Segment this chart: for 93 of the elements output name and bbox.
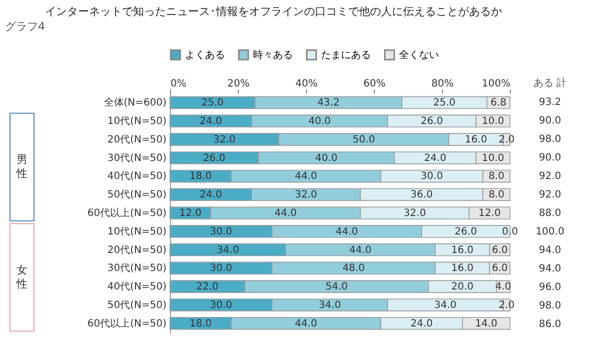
data-label: 16.0 xyxy=(464,134,488,146)
y-tick-label: 60代以上(N=50) xyxy=(87,207,167,219)
text: 男性 xyxy=(16,153,28,180)
data-label: 12.0 xyxy=(478,208,501,219)
y-tick-label: 60代以上(N=50) xyxy=(87,317,167,330)
data-label: 44.0 xyxy=(349,244,372,256)
text: 94.0 xyxy=(538,263,562,274)
text: 92.0 xyxy=(538,190,562,201)
data-label: 26.0 xyxy=(420,116,443,128)
legend-label: たまにある xyxy=(321,50,371,61)
data-label: 18.0 xyxy=(189,318,212,330)
x-tick-label: 80% xyxy=(431,78,454,90)
text: 98.0 xyxy=(538,300,562,312)
data-label: 34.0 xyxy=(434,300,457,311)
data-label: 48.0 xyxy=(342,263,365,274)
chart-title: インターネットで知ったニュース･情報をオフラインの口コミで他の人に伝えることがあるか xyxy=(45,5,502,18)
data-label: 24.0 xyxy=(200,190,222,201)
data-label: 30.0 xyxy=(210,226,232,238)
x-tick-label: 0% xyxy=(170,78,186,90)
y-tick-label: 30代(N=50) xyxy=(107,152,167,164)
text: ある 計 xyxy=(533,77,567,89)
data-label: 16.0 xyxy=(451,244,474,256)
data-label: 10.0 xyxy=(482,116,504,128)
data-label: 8.0 xyxy=(488,171,504,182)
data-label: 54.0 xyxy=(325,282,348,293)
x-tick-label: 20% xyxy=(227,78,250,90)
data-label: 22.0 xyxy=(196,282,219,293)
x-tick-label: 40% xyxy=(295,78,318,90)
data-label: 32.0 xyxy=(294,190,318,201)
data-label: 6.0 xyxy=(492,244,508,256)
data-label: 30.0 xyxy=(210,300,232,311)
text: 93.2 xyxy=(538,97,562,108)
text: 90.0 xyxy=(538,152,562,164)
legend-label: よくある xyxy=(185,50,225,61)
data-label: 44.0 xyxy=(294,171,318,182)
text: 86.0 xyxy=(538,318,562,330)
data-label: 36.0 xyxy=(410,190,433,201)
text: 96.0 xyxy=(538,282,562,293)
text: 92.0 xyxy=(538,171,562,182)
data-label: 6.0 xyxy=(492,263,508,274)
data-label: 18.0 xyxy=(189,171,212,182)
text: グラフ4 xyxy=(5,20,45,33)
data-label: 24.0 xyxy=(410,318,433,330)
data-label: 24.0 xyxy=(200,116,222,128)
data-label: 2.0 xyxy=(498,134,515,146)
y-tick-label: 50代(N=50) xyxy=(107,300,167,311)
data-label: 16.0 xyxy=(451,263,474,274)
data-label: 44.0 xyxy=(336,226,358,238)
data-label: 24.0 xyxy=(424,152,446,164)
text: 88.0 xyxy=(538,208,562,219)
x-tick-label: 60% xyxy=(363,78,386,90)
text: 94.0 xyxy=(538,244,562,256)
data-label: 14.0 xyxy=(475,318,498,330)
y-tick-label: 20代(N=50) xyxy=(107,244,167,256)
data-label: 25.0 xyxy=(201,98,224,109)
data-label: 0.0 xyxy=(502,226,518,238)
data-label: 26.0 xyxy=(203,152,226,164)
data-label: 40.0 xyxy=(315,152,338,164)
y-tick-label: 40代(N=50) xyxy=(107,282,167,293)
text: 100.0 xyxy=(536,226,564,238)
y-tick-label: 50代(N=50) xyxy=(107,190,167,201)
data-label: 20.0 xyxy=(451,282,474,293)
data-label: 26.0 xyxy=(454,226,477,238)
legend-label: 全くない xyxy=(399,48,439,61)
y-tick-label: 全体(N=600) xyxy=(104,96,167,109)
y-tick-label: 10代(N=50) xyxy=(107,226,167,238)
data-label: 8.0 xyxy=(488,190,504,201)
data-label: 44.0 xyxy=(274,208,297,219)
y-tick-label: 10代(N=50) xyxy=(107,116,167,128)
data-label: 6.8 xyxy=(490,98,506,109)
data-label: 44.0 xyxy=(294,318,318,330)
data-label: 32.0 xyxy=(213,134,236,146)
data-label: 40.0 xyxy=(308,116,331,128)
data-label: 12.0 xyxy=(179,208,202,219)
data-label: 2.0 xyxy=(498,300,515,311)
data-label: 4.0 xyxy=(495,282,512,293)
text: 90.0 xyxy=(538,116,562,127)
data-label: 34.0 xyxy=(216,244,239,256)
data-label: 50.0 xyxy=(352,134,375,146)
data-label: 34.0 xyxy=(318,300,341,311)
legend-label: 時々ある xyxy=(253,48,293,61)
y-tick-label: 30代(N=50) xyxy=(107,263,167,274)
data-label: 43.2 xyxy=(317,98,340,109)
y-tick-label: 40代(N=50) xyxy=(107,171,167,182)
data-label: 30.0 xyxy=(420,171,443,182)
text: 女性 xyxy=(16,263,28,290)
data-label: 32.0 xyxy=(404,208,426,219)
text: 98.0 xyxy=(538,134,562,146)
data-label: 30.0 xyxy=(210,263,232,274)
data-label: 10.0 xyxy=(482,152,504,164)
data-label: 25.0 xyxy=(433,98,456,109)
y-tick-label: 20代(N=50) xyxy=(107,134,167,146)
x-tick-label: 100% xyxy=(482,78,510,90)
